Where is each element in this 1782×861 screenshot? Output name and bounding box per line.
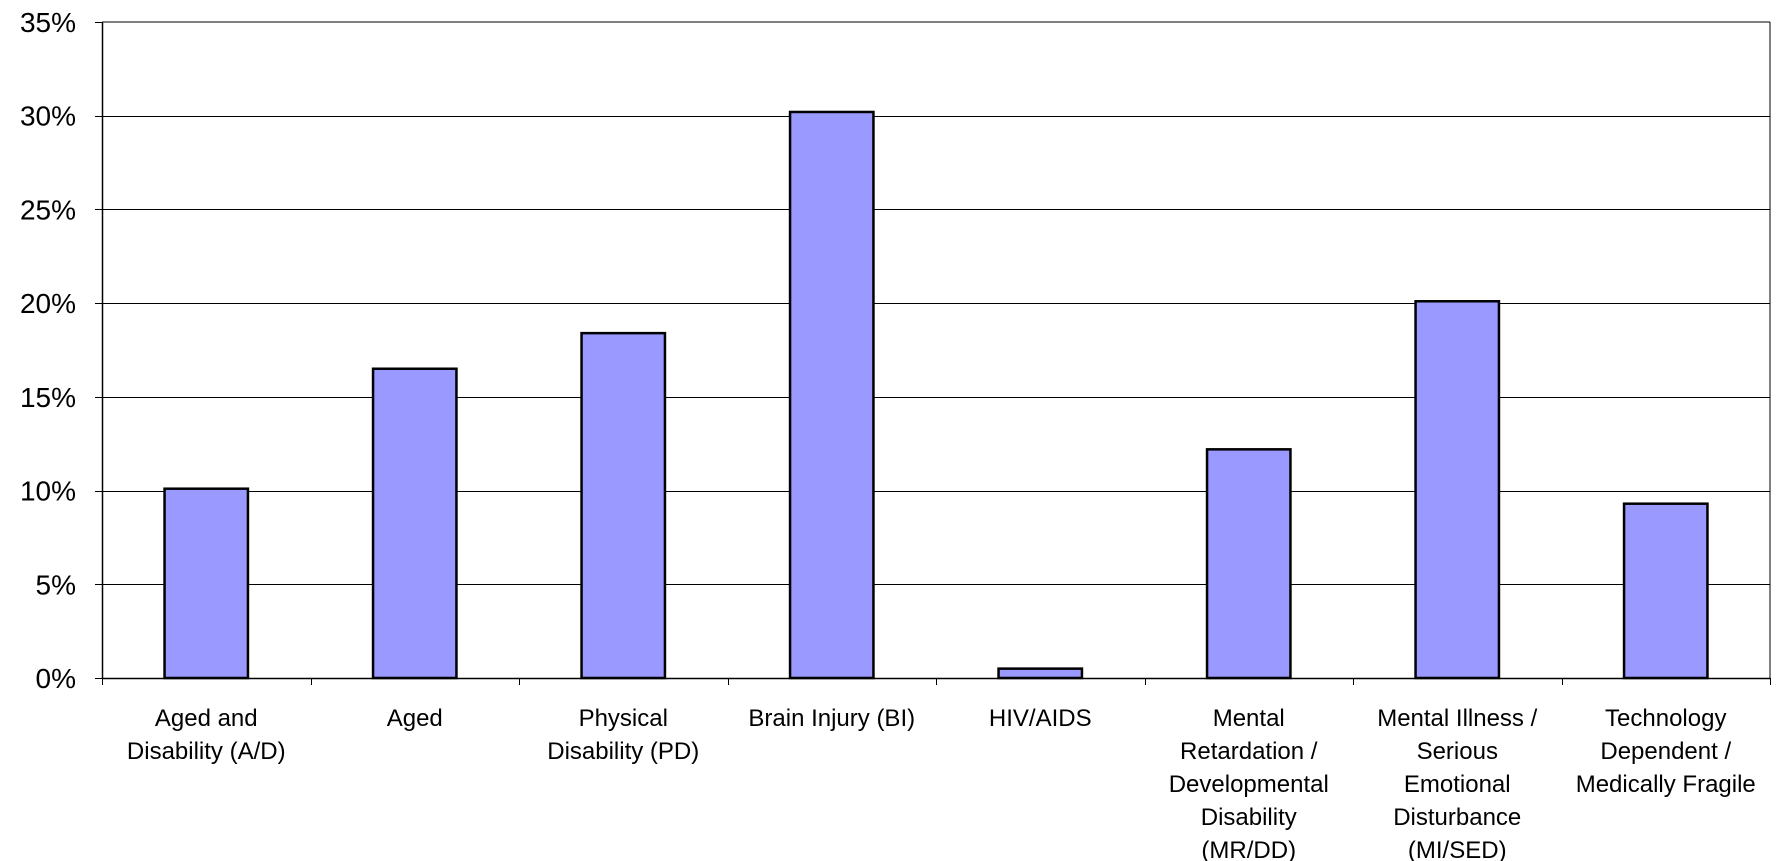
x-tick-label: Mental Illness / Serious Emotional Disturba… — [1377, 705, 1537, 861]
x-tick-label: Mental Retardation / Developmental Disabili… — [1169, 705, 1329, 861]
y-tick-label: 25% — [20, 194, 76, 225]
x-tick-label-line: Disability — [1201, 804, 1297, 831]
x-tick-label-line: Aged — [387, 705, 443, 732]
y-tick-label: 5% — [36, 569, 76, 600]
y-tick-label: 10% — [20, 476, 76, 507]
y-tick-label: 20% — [20, 288, 76, 319]
y-tick-labels: 0% 5% 10% 15% 20% 25% 30% 35% — [20, 7, 76, 694]
x-tick-label-line: Brain Injury (BI) — [748, 705, 915, 732]
x-tick-label-line: Disability (PD) — [547, 738, 699, 765]
x-tick-label: Aged and Disability (A/D) — [127, 705, 286, 765]
y-tick-label: 30% — [20, 101, 76, 132]
x-tick-label-line: (MR/DD) — [1201, 837, 1296, 861]
bars — [163, 110, 1709, 680]
x-tick-label: Technology Dependent / Medically Fragile — [1576, 705, 1756, 798]
bar — [371, 367, 458, 680]
gridlines — [102, 21, 1771, 678]
x-tick-label-line: Developmental — [1169, 771, 1329, 798]
x-tick-label-line: Mental — [1213, 705, 1285, 732]
x-tick-label-line: Physical — [579, 705, 668, 732]
bar — [1622, 502, 1709, 680]
x-tick-label: Brain Injury (BI) — [748, 705, 915, 732]
x-tick-label-line: Disturbance — [1393, 804, 1521, 831]
x-tick-label-line: Mental Illness / — [1377, 705, 1537, 732]
bar — [580, 331, 667, 680]
x-tick-label-line: Disability (A/D) — [127, 738, 286, 765]
x-tick-label-line: Dependent / — [1600, 738, 1731, 765]
x-tick-label-line: Medically Fragile — [1576, 771, 1756, 798]
x-tick-label-line: Retardation / — [1180, 738, 1318, 765]
bar — [163, 487, 250, 680]
bar — [788, 110, 875, 680]
y-tick-label: 15% — [20, 382, 76, 413]
x-tick-label: Aged — [387, 705, 443, 732]
axes — [95, 22, 1771, 685]
bar — [1205, 448, 1292, 680]
bar — [1414, 300, 1501, 680]
x-tick-label-line: (MI/SED) — [1408, 837, 1507, 861]
x-tick-label-line: Technology — [1605, 705, 1726, 732]
x-tick-label-line: HIV/AIDS — [989, 705, 1092, 732]
y-tick-label: 35% — [20, 7, 76, 38]
x-tick-label: HIV/AIDS — [989, 705, 1092, 732]
y-tick-label: 0% — [36, 663, 76, 694]
x-tick-label: Physical Disability (PD) — [547, 705, 699, 765]
x-tick-labels: Aged and Disability (A/D) Aged Physical Disa… — [127, 705, 1756, 861]
x-tick-label-line: Serious — [1417, 738, 1498, 765]
x-tick-label-line: Aged and — [155, 705, 258, 732]
x-tick-label-line: Emotional — [1404, 771, 1511, 798]
bar — [997, 667, 1084, 680]
